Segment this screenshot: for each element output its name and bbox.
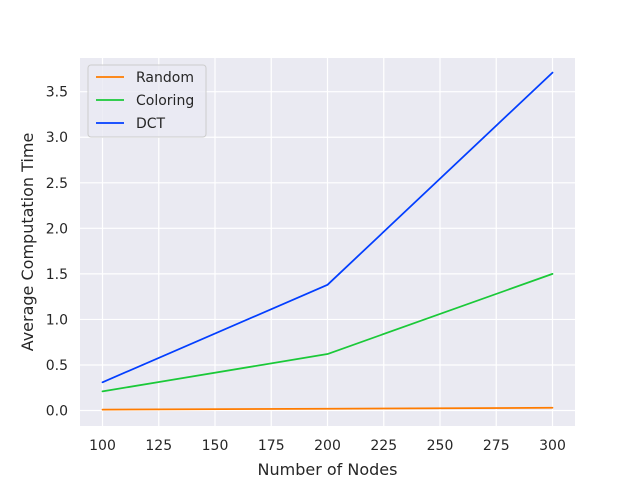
x-tick-label: 275 — [483, 438, 510, 454]
legend: Random Coloring DCT — [87, 64, 207, 138]
x-tick-label: 150 — [202, 438, 229, 454]
y-tick-label: 1.5 — [46, 267, 68, 283]
x-tick-label: 100 — [89, 438, 116, 454]
x-axis-label: Number of Nodes — [258, 460, 398, 479]
y-axis-label: Average Computation Time — [18, 133, 37, 352]
series-line-dct — [101, 71, 554, 384]
x-tick-label: 125 — [145, 438, 172, 454]
y-tick-label: 3.5 — [46, 85, 68, 101]
legend-label-coloring: Coloring — [136, 93, 194, 109]
y-tick-label: 3.0 — [46, 130, 68, 146]
y-tick-label: 1.0 — [46, 312, 68, 328]
y-tick-label: 0.5 — [46, 358, 68, 374]
y-tick-label: 2.5 — [46, 176, 68, 192]
series-line-coloring — [101, 273, 554, 393]
grid-lines — [80, 58, 575, 426]
x-axis-ticks: 100 125 150 175 200 225 250 275 300 — [89, 438, 566, 454]
legend-box — [87, 64, 207, 138]
series-lines — [101, 71, 554, 411]
y-axis-ticks: 0.0 0.5 1.0 1.5 2.0 2.5 3.0 3.5 — [46, 85, 68, 420]
x-tick-label: 200 — [314, 438, 341, 454]
x-tick-label: 225 — [370, 438, 397, 454]
y-tick-label: 0.0 — [46, 404, 68, 420]
series-line-random — [101, 406, 554, 411]
y-tick-label: 2.0 — [46, 221, 68, 237]
x-tick-label: 300 — [539, 438, 566, 454]
x-tick-label: 175 — [258, 438, 285, 454]
legend-label-random: Random — [136, 70, 194, 86]
x-tick-label: 250 — [427, 438, 454, 454]
legend-label-dct: DCT — [136, 116, 166, 132]
